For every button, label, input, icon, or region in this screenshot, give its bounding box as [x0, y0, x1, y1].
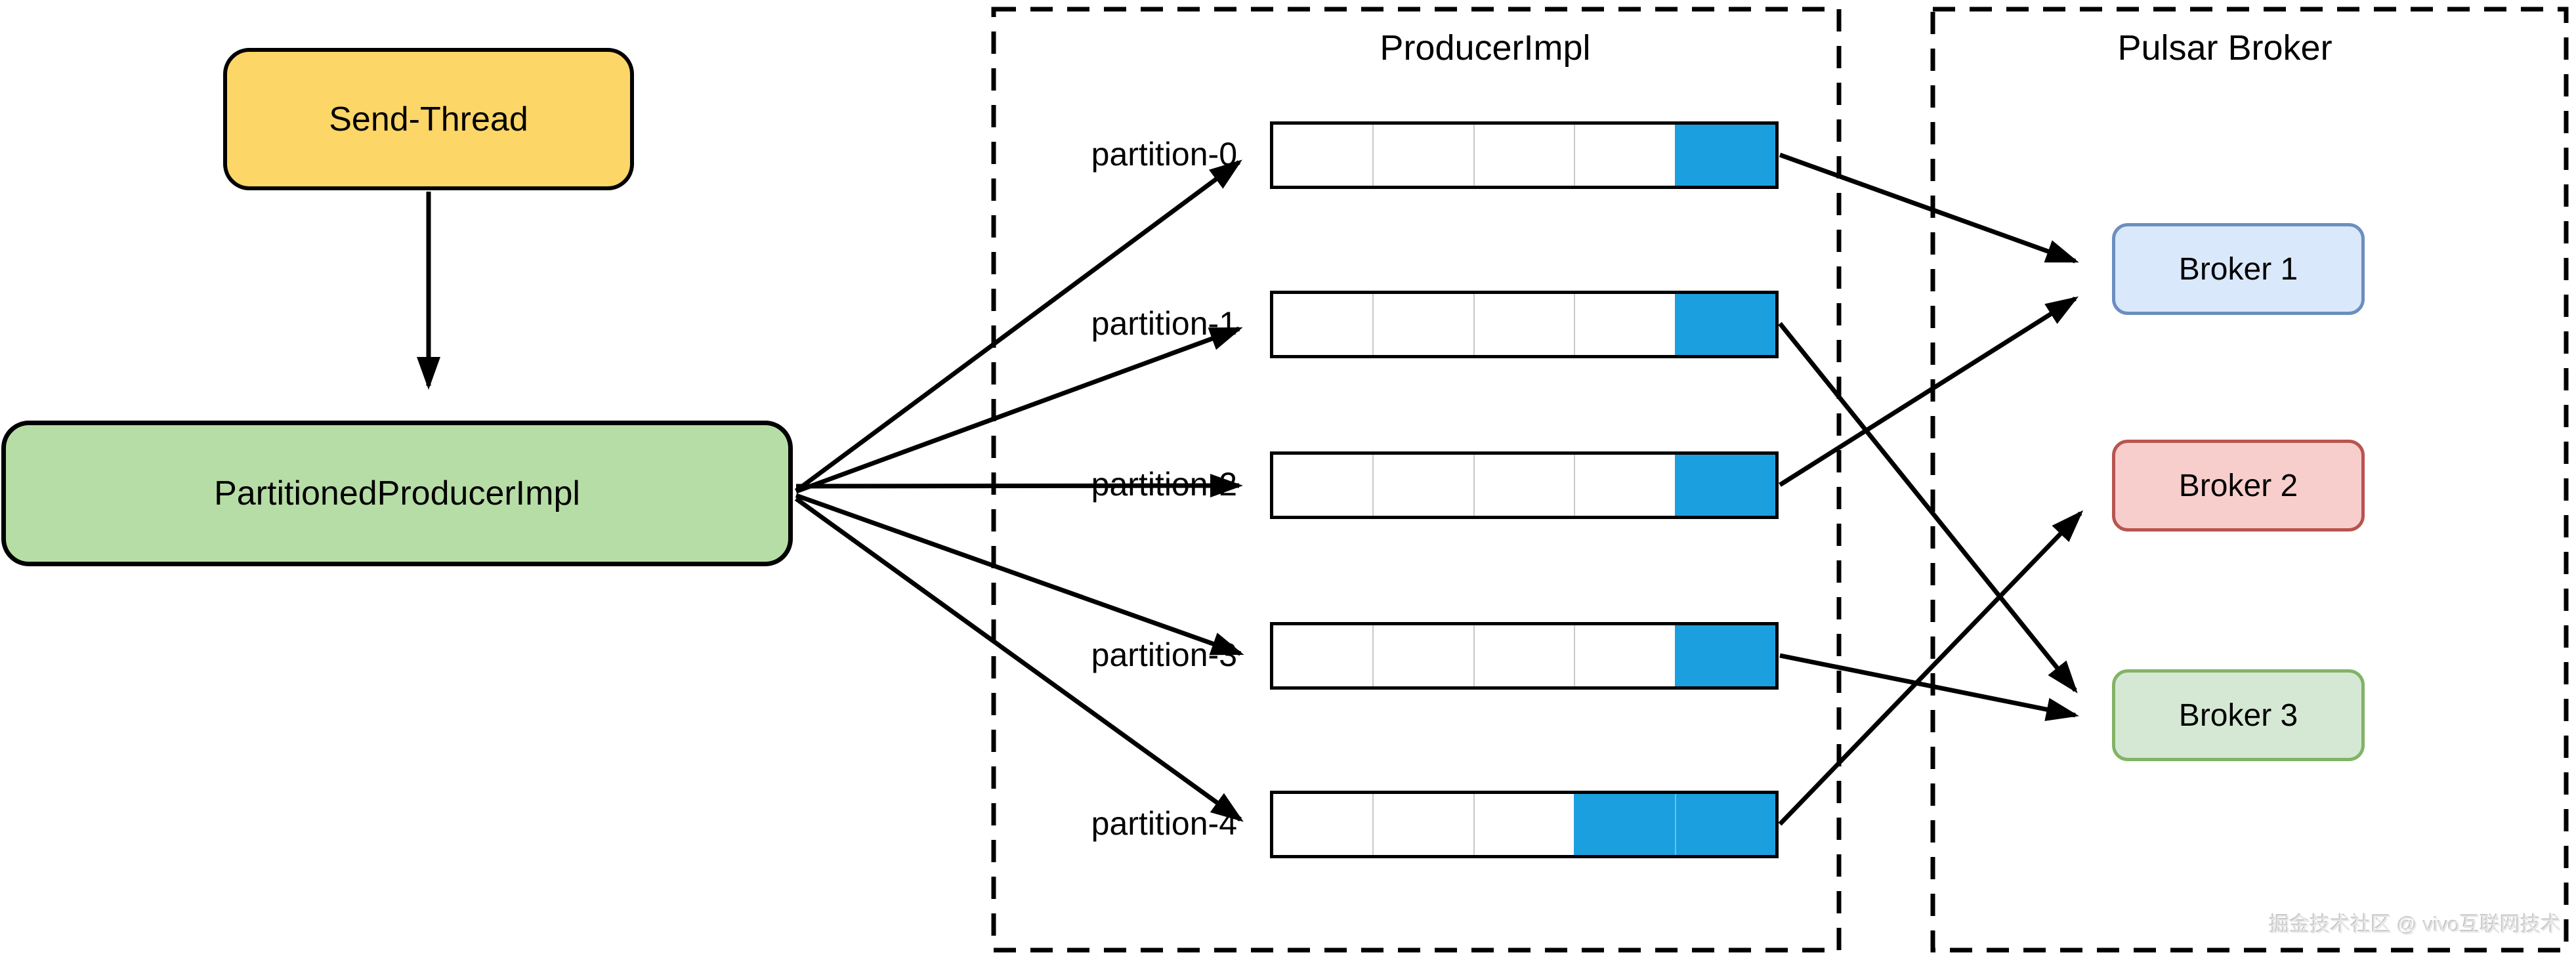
- queue-cell-filled: [1674, 294, 1776, 355]
- queue-cell: [1574, 294, 1675, 355]
- queue-cell: [1273, 625, 1373, 686]
- arrow-partition-0-to-broker-1: [1779, 152, 2079, 264]
- queue-cell: [1473, 125, 1574, 186]
- partition-queue-2: [1270, 451, 1779, 519]
- broker-label: Broker 2: [2178, 468, 2298, 503]
- partition-label: partition-1: [1091, 304, 1237, 342]
- arrow-partitioned-to-partition-3: [795, 493, 1244, 656]
- partitioned-producer-box: PartitionedProducerImpl: [1, 421, 793, 566]
- queue-cell: [1473, 625, 1574, 686]
- queue-cell-filled: [1674, 125, 1776, 186]
- arrow-partition-2-to-broker-1: [1779, 296, 2079, 487]
- broker-box-2: Broker 2: [2112, 440, 2365, 531]
- partition-label: partition-2: [1091, 465, 1237, 503]
- partition-queue-1: [1270, 291, 1779, 358]
- queue-cell: [1372, 294, 1473, 355]
- queue-cell: [1473, 455, 1574, 516]
- queue-cell: [1273, 455, 1373, 516]
- partition-label: partition-0: [1091, 135, 1237, 173]
- arrow-partition-3-to-broker-3: [1779, 653, 2079, 721]
- queue-cell: [1574, 625, 1675, 686]
- queue-cell: [1372, 625, 1473, 686]
- partition-label: partition-3: [1091, 636, 1237, 673]
- partition-label: partition-4: [1091, 804, 1237, 842]
- partition-queue-4: [1270, 791, 1779, 858]
- queue-cell: [1372, 125, 1473, 186]
- pulsar-broker-group-title: Pulsar Broker: [2117, 28, 2333, 68]
- queue-cell: [1473, 794, 1574, 855]
- queue-cell: [1574, 455, 1675, 516]
- send-thread-box: Send-Thread: [223, 48, 634, 190]
- queue-cell: [1372, 794, 1473, 855]
- queue-cell-filled: [1574, 794, 1675, 855]
- watermark-text: 掘金技术社区 @ vivo互联网技术: [2270, 913, 2562, 936]
- broker-label: Broker 1: [2178, 251, 2298, 287]
- arrow-partition-4-to-broker-2: [1778, 510, 2084, 826]
- queue-cell: [1473, 294, 1574, 355]
- queue-cell: [1372, 455, 1473, 516]
- broker-box-1: Broker 1: [2112, 223, 2365, 315]
- queue-cell: [1273, 794, 1373, 855]
- partitioned-producer-label: PartitionedProducerImpl: [214, 474, 580, 512]
- partition-queue-3: [1270, 622, 1779, 690]
- queue-cell-filled: [1674, 455, 1776, 516]
- queue-cell: [1574, 125, 1675, 186]
- partition-queue-0: [1270, 121, 1779, 189]
- queue-cell-filled: [1674, 625, 1776, 686]
- queue-cell: [1273, 294, 1373, 355]
- producer-impl-group-title: ProducerImpl: [1380, 28, 1591, 68]
- broker-label: Broker 3: [2178, 698, 2298, 733]
- arrow-partition-1-to-broker-3: [1778, 322, 2078, 694]
- send-thread-label: Send-Thread: [329, 100, 528, 138]
- queue-cell: [1273, 125, 1373, 186]
- broker-box-3: Broker 3: [2112, 669, 2365, 761]
- queue-cell-filled: [1674, 794, 1776, 855]
